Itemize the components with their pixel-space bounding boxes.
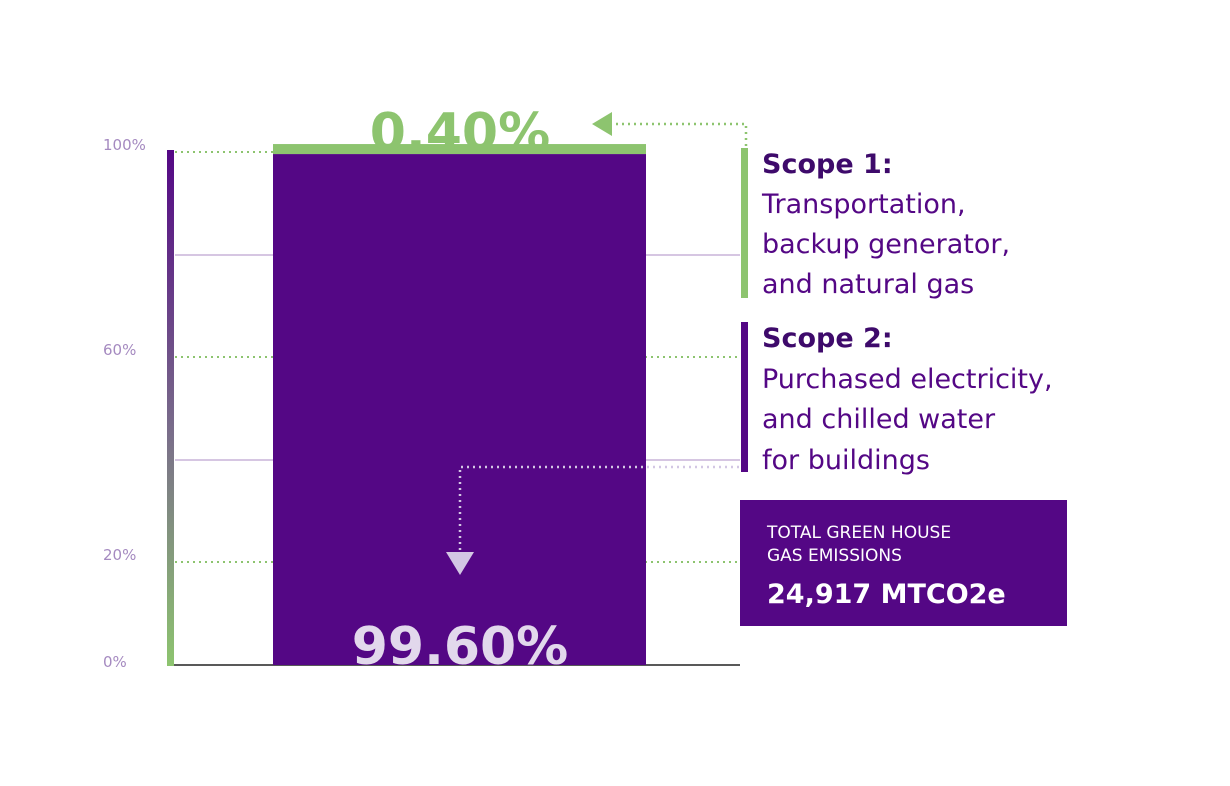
bar-segments	[273, 144, 646, 665]
legend-scope1-bar	[741, 148, 748, 298]
scope1-pointer-line	[614, 122, 748, 146]
total-emissions-label-line-2: GAS EMISSIONS	[767, 546, 902, 566]
scope1-arrowhead-icon	[592, 112, 612, 136]
legend-scope1-title: Scope 1:	[762, 149, 893, 180]
bar-segment-scope-2	[273, 154, 646, 665]
legend-scope1-line-3: and natural gas	[762, 269, 974, 300]
legend-scope2-line-3: for buildings	[762, 445, 930, 476]
bar-segment-scope-1	[273, 144, 646, 155]
total-emissions-label-line-1: TOTAL GREEN HOUSE	[766, 523, 951, 543]
y-tick-label-100: 100%	[103, 136, 146, 154]
y-tick-label-60: 60%	[103, 341, 136, 359]
data-label-scope2: 99.60%	[352, 617, 569, 677]
legend-scope1: Scope 1: Transportation, backup generato…	[741, 148, 1010, 300]
y-tick-labels: 100% 60% 20% 0%	[103, 136, 146, 671]
y-tick-label-20: 20%	[103, 546, 136, 564]
legend-scope1-line-1: Transportation,	[761, 189, 966, 220]
legend-scope2-line-2: and chilled water	[762, 404, 996, 435]
data-label-scope1: 0.40%	[370, 103, 550, 163]
legend-scope2-line-1: Purchased electricity,	[762, 364, 1053, 395]
y-axis-line	[167, 150, 174, 666]
total-emissions-value: 24,917 MTCO2e	[767, 579, 1006, 610]
legend-scope2-title: Scope 2:	[762, 323, 893, 354]
legend-scope1-line-2: backup generator,	[762, 229, 1010, 260]
scope2-arrowhead-icon	[446, 552, 474, 575]
total-emissions-box-bg	[740, 500, 1067, 626]
scope2-pointer	[446, 465, 745, 575]
y-tick-label-0: 0%	[103, 653, 127, 671]
legend-scope2-bar	[741, 322, 748, 472]
legend-scope2: Scope 2: Purchased electricity, and chil…	[741, 322, 1053, 476]
total-emissions-box: TOTAL GREEN HOUSE GAS EMISSIONS 24,917 M…	[740, 500, 1067, 626]
scope1-pointer	[592, 112, 748, 146]
